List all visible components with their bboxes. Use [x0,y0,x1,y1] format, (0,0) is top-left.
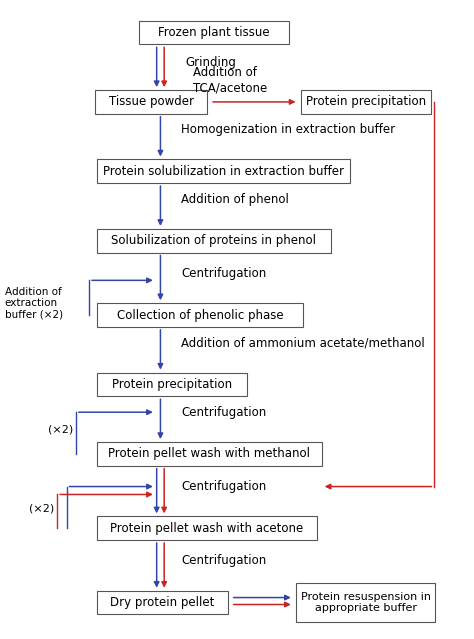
Text: Protein solubilization in extraction buffer: Protein solubilization in extraction buf… [103,165,344,178]
Text: Collection of phenolic phase: Collection of phenolic phase [117,309,283,321]
Text: Solubilization of proteins in phenol: Solubilization of proteins in phenol [111,234,317,247]
Text: (×2): (×2) [29,504,55,513]
Text: Protein precipitation: Protein precipitation [111,378,232,391]
FancyBboxPatch shape [97,229,331,252]
Text: Protein resuspension in
appropriate buffer: Protein resuspension in appropriate buff… [301,592,431,613]
Text: Tissue powder: Tissue powder [109,95,193,109]
Text: Addition of ammonium acetate/methanol: Addition of ammonium acetate/methanol [181,336,425,350]
FancyBboxPatch shape [97,516,317,540]
Text: (×2): (×2) [48,424,73,434]
Text: Protein precipitation: Protein precipitation [306,95,426,109]
Text: Addition of phenol: Addition of phenol [181,192,289,206]
Text: Frozen plant tissue: Frozen plant tissue [158,26,270,39]
Text: Addition of
TCA/acetone: Addition of TCA/acetone [193,66,267,94]
Text: Centrifugation: Centrifugation [181,480,266,493]
Text: Centrifugation: Centrifugation [181,267,266,280]
Text: Grinding: Grinding [186,56,237,69]
Text: Homogenization in extraction buffer: Homogenization in extraction buffer [181,123,395,136]
FancyBboxPatch shape [297,583,436,622]
FancyBboxPatch shape [97,442,322,466]
FancyBboxPatch shape [139,20,289,45]
FancyBboxPatch shape [97,590,228,615]
Text: Centrifugation: Centrifugation [181,555,266,567]
Text: Dry protein pellet: Dry protein pellet [110,596,215,609]
FancyBboxPatch shape [97,159,350,183]
Text: Centrifugation: Centrifugation [181,406,266,419]
Text: Addition of
extraction
buffer (×2): Addition of extraction buffer (×2) [5,286,63,320]
Text: Protein pellet wash with acetone: Protein pellet wash with acetone [110,521,303,535]
FancyBboxPatch shape [97,373,247,396]
FancyBboxPatch shape [97,303,303,327]
Text: Protein pellet wash with methanol: Protein pellet wash with methanol [108,447,310,460]
FancyBboxPatch shape [95,90,207,114]
FancyBboxPatch shape [301,90,431,114]
